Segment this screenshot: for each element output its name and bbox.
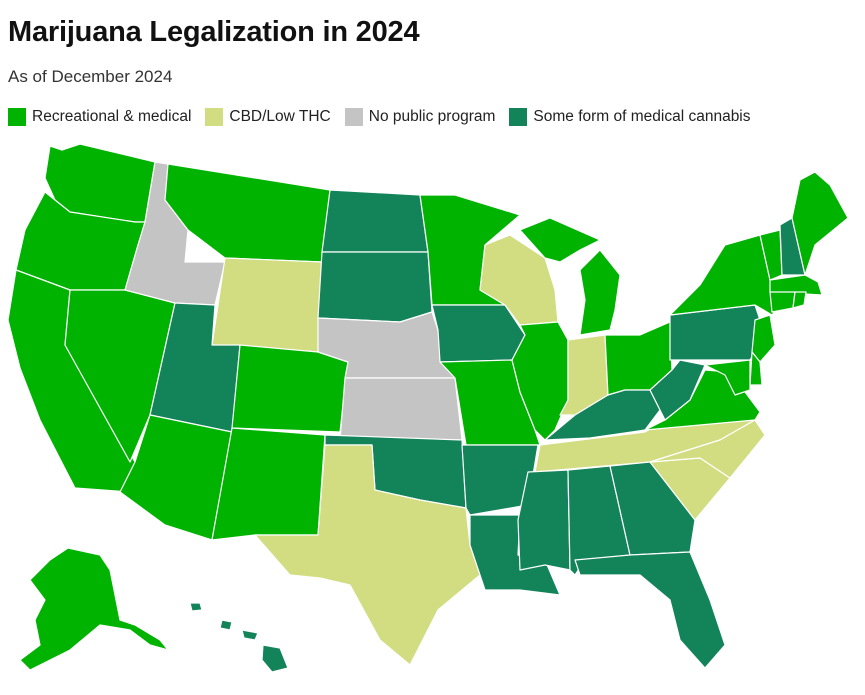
state-wy: [211, 257, 323, 353]
legend-label-recreational: Recreational & medical: [32, 108, 192, 125]
legend-swatch-medical: [509, 108, 528, 126]
state-de: [749, 351, 763, 386]
legend-label-medical: Some form of medical cannabis: [533, 108, 751, 125]
legend-swatch-cbd: [205, 108, 224, 126]
state-ms: [517, 469, 571, 571]
state-ak: [19, 547, 169, 671]
state-mt: [164, 163, 331, 263]
legend-item-recreational: Recreational & medical: [8, 108, 191, 126]
state-md: [704, 359, 751, 396]
state-ct: [769, 291, 796, 313]
state-ga: [609, 461, 696, 556]
state-co: [231, 344, 349, 433]
state-ri: [792, 291, 807, 309]
state-ma: [769, 274, 823, 296]
legend-item-none: No public program: [344, 108, 496, 126]
state-ar: [461, 444, 539, 516]
state-sd: [317, 251, 433, 323]
legend-label-cbd: CBD/Low THC: [229, 108, 331, 125]
state-nc: [649, 419, 766, 479]
state-nm: [211, 427, 326, 541]
legend-item-medical: Some form of medical cannabis: [509, 108, 751, 126]
state-me: [791, 171, 849, 276]
state-nd: [321, 189, 429, 253]
state-nj: [751, 314, 776, 363]
state-mi: [519, 217, 621, 336]
page-subtitle: As of December 2024: [8, 67, 173, 86]
legend-label-none: No public program: [368, 108, 496, 125]
state-wv: [649, 359, 706, 421]
legend: Recreational & medical CBD/Low THC No pu…: [8, 108, 765, 126]
legend-item-cbd: CBD/Low THC: [205, 108, 331, 126]
state-fl: [574, 551, 726, 669]
us-map: [7, 143, 849, 673]
legend-swatch-recreational: [8, 108, 26, 126]
page-title: Marijuana Legalization in 2024: [8, 16, 420, 48]
legend-swatch-none: [344, 108, 363, 126]
state-hi: [189, 602, 289, 673]
state-tx: [254, 444, 481, 666]
state-ks: [339, 377, 463, 441]
